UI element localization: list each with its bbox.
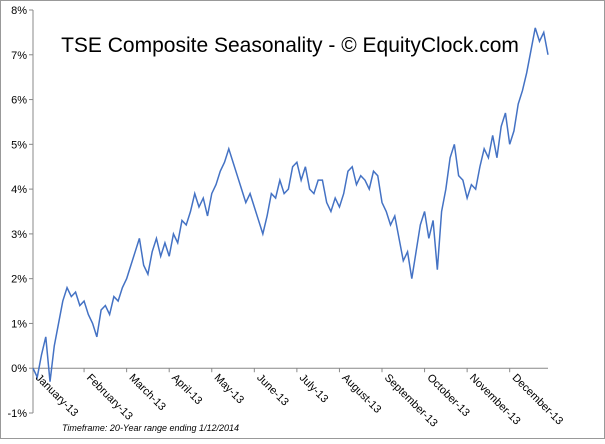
- line: [32, 27, 549, 382]
- y-tick-label: 6%: [11, 95, 27, 107]
- y-tick-label: 4%: [11, 184, 27, 196]
- y-tick-label: 0%: [11, 363, 27, 375]
- y-tick-label: 8%: [11, 5, 27, 17]
- y-tick-label: -1%: [7, 408, 27, 420]
- y-tick-label: 2%: [11, 274, 27, 286]
- chart-title: TSE Composite Seasonality - © EquityCloc…: [61, 34, 519, 57]
- y-tick-label: 1%: [11, 318, 27, 330]
- note: Timeframe: 20-Year range ending 1/12/201…: [62, 423, 239, 433]
- y-tick-label: 3%: [11, 229, 27, 241]
- y-tick-label: 7%: [11, 50, 27, 62]
- y-tick-label: 5%: [11, 139, 27, 151]
